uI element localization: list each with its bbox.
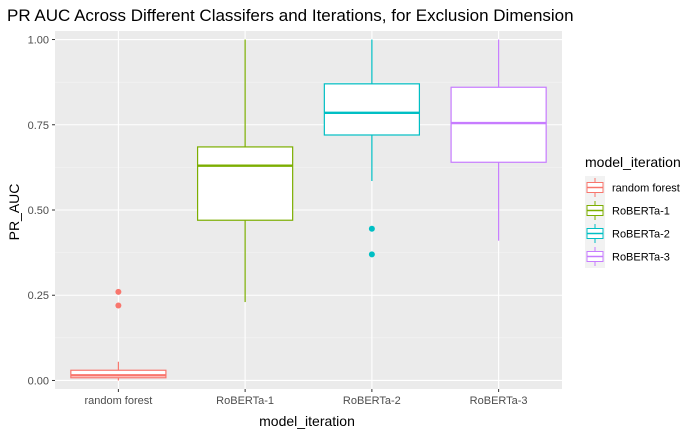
box — [70, 369, 167, 379]
legend-label: RoBERTa-2 — [612, 229, 670, 241]
legend-label: random forest — [612, 183, 680, 195]
boxplot-group — [450, 39, 547, 241]
grid-minor — [55, 81, 562, 339]
boxplot-group — [70, 288, 167, 381]
x-tick-label: RoBERTa-1 — [216, 395, 274, 407]
box — [196, 146, 294, 221]
y-tick-label: 0.00 — [28, 375, 49, 387]
legend-item: RoBERTa-2 — [585, 222, 670, 245]
chart-title: PR AUC Across Different Classifers and I… — [7, 6, 574, 25]
y-tick-label: 0.25 — [28, 290, 49, 302]
legend-item: RoBERTa-1 — [585, 199, 670, 222]
outlier-point — [115, 288, 122, 295]
legend-title: model_iteration — [585, 154, 681, 170]
x-axis-title: model_iteration — [259, 413, 355, 429]
x-tick-label: RoBERTa-3 — [470, 395, 528, 407]
y-tick-label: 1.00 — [28, 35, 49, 47]
x-tick-label: random forest — [84, 395, 152, 407]
y-tick-label: 0.75 — [28, 120, 49, 132]
outlier-point — [368, 251, 375, 258]
boxplot-group — [196, 39, 294, 303]
outlier-point — [368, 225, 375, 232]
y-tick-label: 0.50 — [28, 205, 49, 217]
legend: model_iteration random forest RoBERTa-1 Ro… — [585, 154, 681, 268]
box — [323, 83, 421, 136]
x-tick-label: RoBERTa-2 — [343, 395, 401, 407]
legend-label: RoBERTa-3 — [612, 252, 670, 264]
legend-item: random forest — [585, 176, 680, 199]
x-axis: random forest RoBERTa-1 RoBERTa-2 RoBERTa-3 — [84, 389, 528, 407]
outlier-point — [115, 302, 122, 309]
legend-item: RoBERTa-3 — [585, 245, 670, 268]
boxplots — [70, 39, 547, 381]
box — [450, 86, 547, 163]
y-axis: 0.00 0.25 0.50 0.75 1.00 — [28, 35, 55, 387]
legend-label: RoBERTa-1 — [612, 206, 670, 218]
boxplot-group — [323, 39, 421, 258]
y-axis-title: PR_AUC — [6, 184, 22, 241]
